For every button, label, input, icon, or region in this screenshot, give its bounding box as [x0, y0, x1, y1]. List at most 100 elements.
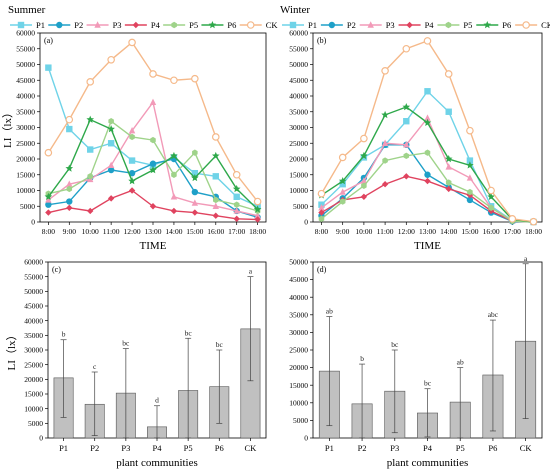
x-tick-label: 10:00: [355, 227, 372, 236]
significance-label: bc: [122, 339, 130, 348]
data-point-p1: [87, 146, 94, 153]
legend-marker-p4: [132, 21, 140, 29]
significance-label: c: [93, 362, 97, 371]
data-point-p5: [339, 198, 346, 205]
data-point-p3: [339, 188, 346, 195]
data-point-ck: [487, 186, 495, 195]
legend-label-p4: P4: [151, 20, 161, 30]
data-point-p3: [360, 177, 368, 184]
x-tick-label: 18:00: [249, 227, 266, 236]
data-point-p2: [466, 196, 474, 204]
data-point-p4: [45, 209, 52, 216]
y-tick-label: 55000: [289, 44, 308, 53]
data-point-p5: [361, 182, 367, 189]
data-point-p2: [128, 169, 136, 177]
x-tick-label: 14:00: [440, 227, 457, 236]
y-tick-label: 10000: [24, 404, 43, 413]
y-tick-label: 15000: [16, 170, 35, 179]
y-tick-label: 35000: [24, 331, 43, 340]
x-tick-label: 18:00: [525, 227, 542, 236]
series-line-ck: [47, 41, 259, 202]
y-tick-label: 55000: [24, 272, 43, 281]
y-tick-label: 60000: [16, 29, 35, 38]
y-tick-label: 50000: [289, 60, 308, 69]
y-tick-label: 20000: [16, 155, 35, 164]
data-point-p6: [487, 192, 495, 201]
y-tick-label: 10000: [289, 186, 308, 195]
data-point-p6: [44, 192, 53, 201]
series-line-p1: [320, 90, 534, 223]
data-point-p5: [318, 215, 325, 223]
data-point-p3: [191, 199, 199, 206]
x-tick-label: CK: [245, 443, 258, 453]
y-tick-label: 40000: [16, 92, 35, 101]
data-point-p6: [402, 103, 411, 111]
series-p4: [318, 173, 537, 226]
x-tick-label: P5: [456, 443, 465, 453]
data-point-ck: [65, 115, 74, 124]
data-point-p1: [45, 64, 52, 71]
data-point-p4: [381, 181, 389, 188]
significance-label: ab: [326, 307, 333, 316]
data-point-p6: [170, 151, 178, 160]
x-tick-label: P1: [59, 443, 68, 453]
legend-label-p2: P2: [74, 20, 83, 30]
data-point-p2: [107, 166, 115, 174]
data-point-p6: [466, 161, 474, 169]
legend-label-p2: P2: [347, 20, 356, 30]
data-point-p5: [129, 133, 135, 141]
y-tick-label: 45000: [289, 275, 308, 284]
data-point-p4: [360, 193, 368, 200]
data-point-p4: [233, 215, 240, 223]
plot-frame: [39, 32, 267, 223]
y-tick-label: 30000: [289, 328, 308, 337]
data-point-ck: [128, 38, 136, 47]
y-tick-label: 30000: [16, 123, 35, 132]
y-tick-label: 5000: [293, 202, 308, 211]
data-point-p4: [66, 204, 73, 212]
y-tick-label: 45000: [289, 76, 308, 85]
data-point-ck: [444, 70, 453, 78]
data-point-p4: [128, 187, 136, 194]
data-point-p5: [424, 149, 431, 156]
y-tick-label: 50000: [24, 287, 43, 296]
x-tick-label: P4: [423, 443, 433, 453]
legend-marker-p3: [94, 21, 101, 28]
y-tick-label: 5000: [20, 202, 35, 211]
y-tick-label: 10000: [16, 186, 35, 195]
legend-marker-p3: [367, 21, 374, 28]
series-p4: [45, 187, 261, 223]
series-ck: [317, 37, 538, 226]
data-point-ck: [191, 74, 199, 83]
data-point-p5: [192, 149, 198, 156]
panel-summer-line-chart: Summer P1 P2 P3 P4 P5 P6 CK 0 5000 10000 15000 20000…: [1, 4, 278, 252]
significance-label: abc: [488, 310, 499, 319]
y-tick-label: 35000: [16, 107, 35, 116]
x-tick-label: 15:00: [186, 227, 203, 236]
data-point-ck: [170, 76, 178, 85]
data-point-p6: [191, 173, 199, 182]
data-point-p2: [424, 171, 431, 178]
x-tick-label: P6: [488, 443, 497, 453]
legend-marker-p1: [289, 21, 297, 29]
series-p6: [44, 115, 262, 213]
legend-marker-ck: [522, 21, 530, 29]
x-tick-label: 15:00: [461, 227, 478, 236]
data-point-p1: [403, 118, 410, 125]
data-point-ck: [86, 78, 95, 86]
legend-marker-ck: [246, 21, 255, 29]
y-tick-label: 15000: [289, 170, 308, 179]
data-point-p3: [403, 141, 410, 148]
data-point-p6: [423, 118, 432, 127]
data-point-p1: [466, 157, 474, 164]
data-point-p4: [149, 203, 157, 210]
data-point-ck: [44, 148, 53, 157]
data-point-p6: [149, 166, 157, 174]
significance-label: ab: [457, 358, 464, 367]
significance-label: b: [62, 330, 66, 339]
x-axis-label: TIME: [140, 240, 167, 252]
significance-label: a: [524, 254, 528, 263]
y-tick-label: 25000: [289, 139, 308, 148]
x-tick-label: 10:00: [82, 227, 99, 236]
